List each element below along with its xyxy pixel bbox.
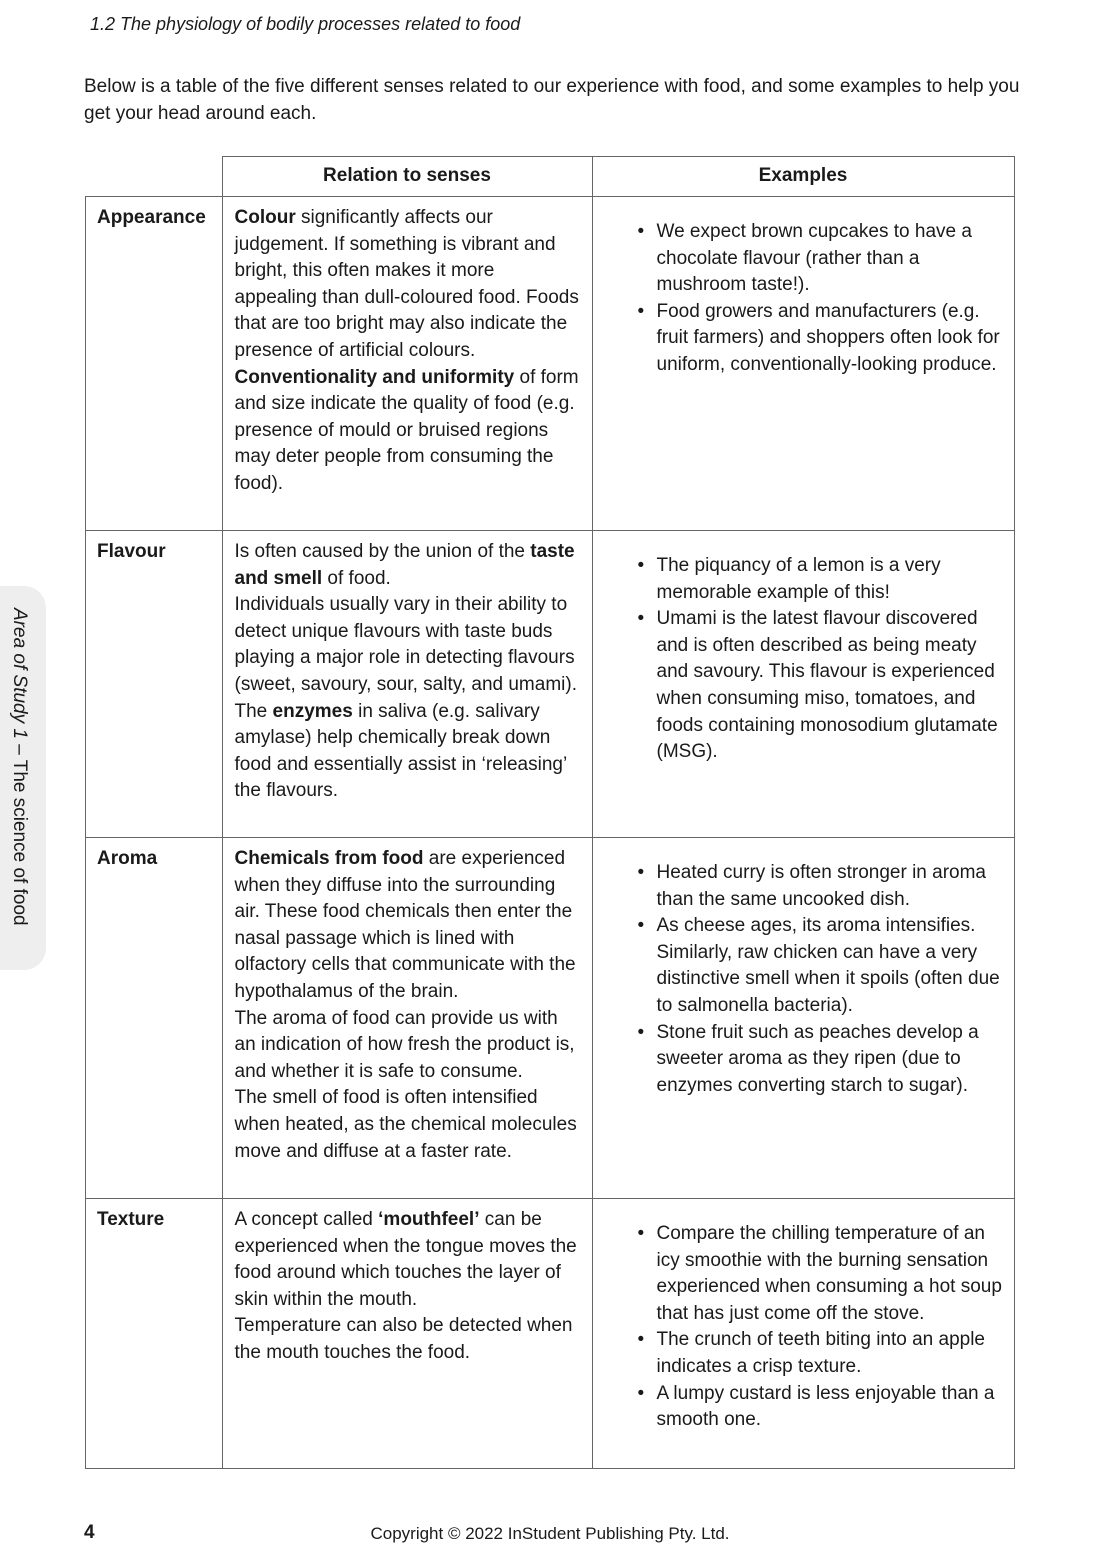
table-header-row: Relation to senses Examples: [85, 156, 1015, 197]
list-item: A lumpy custard is less enjoyable than a…: [638, 1381, 1006, 1434]
text-segment: The: [234, 700, 273, 722]
text-segment: The smell of food is often intensified w…: [234, 1087, 577, 1162]
copyright: Copyright © 2022 InStudent Publishing Pt…: [370, 1524, 730, 1543]
list-item: Heated curry is often stronger in aroma …: [638, 860, 1006, 913]
relation-cell: A concept called ‘mouthfeel’ can be expe…: [221, 1198, 593, 1469]
table-row: Aroma Chemicals from food are experienced…: [85, 837, 1015, 1199]
relation-cell: Chemicals from food are experienced when…: [221, 837, 593, 1199]
list-item: Compare the chilling temperature of an i…: [638, 1221, 1006, 1327]
relation-paragraph: The smell of food is often intensified w…: [235, 1085, 582, 1165]
list-item: Stone fruit such as peaches develop a sw…: [638, 1020, 1006, 1100]
table-row: Appearance Colour significantly affects o…: [85, 196, 1015, 531]
examples-list: The piquancy of a lemon is a very memora…: [637, 553, 1006, 766]
relation-paragraph: A concept called ‘mouthfeel’ can be expe…: [235, 1207, 582, 1313]
relation-paragraph: Temperature can also be detected when th…: [235, 1313, 582, 1366]
page-number: 4: [84, 1522, 95, 1543]
table-row: Texture A concept called ‘mouthfeel’ can …: [85, 1198, 1015, 1469]
bold-term: Chemicals from food: [234, 848, 424, 869]
text-segment: The aroma of food can provide us with an…: [234, 1007, 575, 1082]
sense-name: Texture: [85, 1198, 223, 1469]
examples-cell: The piquancy of a lemon is a very memora…: [591, 530, 1015, 838]
side-tab-label: Area of Study 1 – The science of food: [8, 608, 30, 926]
bold-term: ‘mouthfeel’: [378, 1209, 480, 1230]
header-examples: Examples: [591, 156, 1015, 197]
sense-name: Flavour: [85, 530, 223, 838]
header-blank: [85, 156, 223, 197]
bold-term: Colour: [234, 207, 296, 228]
list-item: Food growers and manufacturers (e.g. fru…: [638, 299, 1006, 379]
relation-cell: Colour significantly affects our judgeme…: [221, 196, 593, 531]
text-segment: Is often caused by the union of the: [234, 541, 531, 562]
list-item: We expect brown cupcakes to have a choco…: [638, 219, 1006, 299]
text-segment: Temperature can also be detected when th…: [234, 1315, 573, 1363]
side-tab: Area of Study 1 – The science of food: [0, 586, 46, 970]
side-tab-title: – The science of food: [9, 738, 30, 926]
senses-table: Relation to senses Examples Appearance Co…: [85, 156, 1015, 1469]
examples-list: We expect brown cupcakes to have a choco…: [637, 219, 1006, 379]
relation-paragraph: Individuals usually vary in their abilit…: [235, 592, 582, 698]
text-segment: significantly affects our judgement. If …: [234, 207, 579, 361]
list-item: Umami is the latest flavour discovered a…: [638, 606, 1006, 766]
bold-term: Conventionality and uniformity: [234, 366, 515, 388]
intro-paragraph: Below is a table of the five different s…: [84, 76, 1020, 124]
relation-paragraph: Colour significantly affects our judgeme…: [235, 205, 582, 365]
text-segment: in saliva (e.g. salivary amylase) help c…: [234, 700, 567, 802]
text-segment: of form and size indicate the quality of…: [234, 366, 579, 494]
text-segment: A concept called: [234, 1209, 379, 1230]
relation-cell: Is often caused by the union of the tast…: [221, 530, 593, 838]
examples-list: Heated curry is often stronger in aroma …: [637, 860, 1006, 1099]
side-tab-area: Area of Study 1: [9, 608, 30, 739]
list-item: As cheese ages, its aroma intensifies. S…: [638, 913, 1006, 1019]
table-row: Flavour Is often caused by the union of t…: [85, 530, 1015, 838]
relation-paragraph: The enzymes in saliva (e.g. salivary amy…: [235, 699, 582, 805]
relation-paragraph: Conventionality and uniformity of form a…: [235, 365, 582, 498]
relation-paragraph: Is often caused by the union of the tast…: [235, 539, 582, 592]
examples-cell: We expect brown cupcakes to have a choco…: [591, 196, 1015, 531]
relation-paragraph: The aroma of food can provide us with an…: [235, 1006, 582, 1086]
text-segment: of food.: [322, 567, 391, 589]
list-item: The crunch of teeth biting into an apple…: [638, 1327, 1006, 1380]
examples-list: Compare the chilling temperature of an i…: [637, 1221, 1006, 1434]
examples-cell: Compare the chilling temperature of an i…: [591, 1198, 1015, 1469]
running-head: 1.2 The physiology of bodily processes r…: [90, 14, 521, 34]
sense-name: Aroma: [85, 837, 223, 1199]
relation-paragraph: Chemicals from food are experienced when…: [235, 846, 582, 1006]
text-segment: Individuals usually vary in their abilit…: [234, 594, 577, 695]
list-item: The piquancy of a lemon is a very memora…: [638, 553, 1006, 606]
text-segment: can be experienced when the tongue moves…: [234, 1209, 577, 1310]
examples-cell: Heated curry is often stronger in aroma …: [591, 837, 1015, 1199]
text-segment: are experienced when they diffuse into t…: [234, 848, 576, 1002]
bold-term: taste and smell: [234, 541, 575, 589]
sense-name: Appearance: [85, 196, 223, 531]
header-relation: Relation to senses: [221, 156, 593, 197]
bold-term: enzymes: [272, 700, 353, 722]
